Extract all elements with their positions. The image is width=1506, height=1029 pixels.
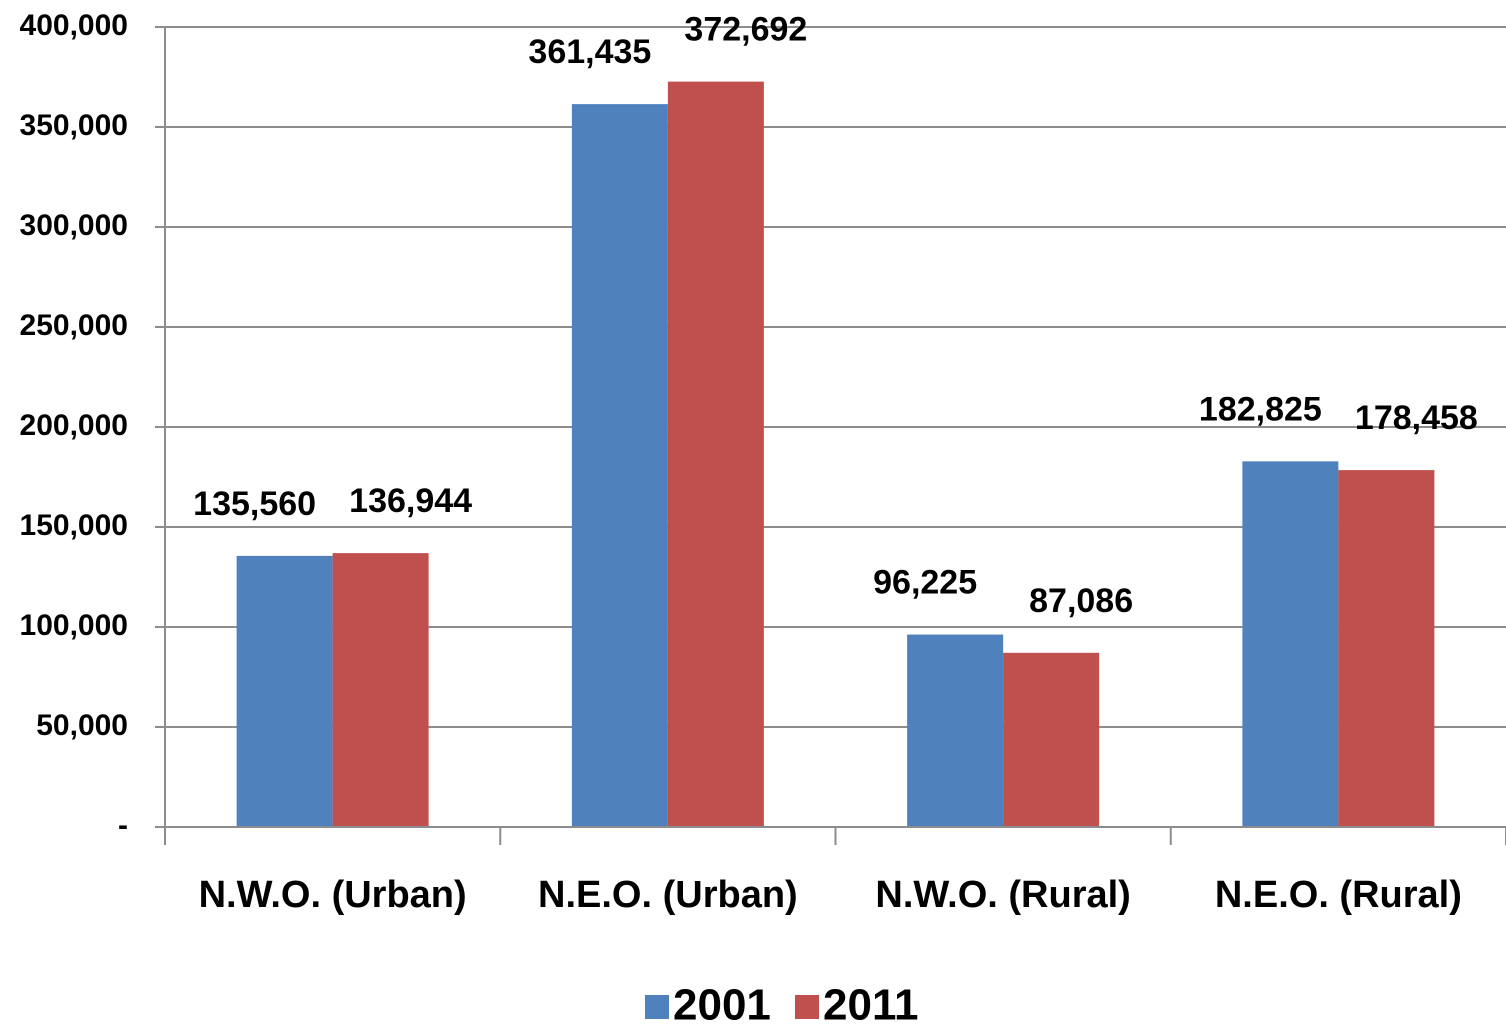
x-tick-label: N.W.O. (Urban)	[199, 874, 467, 916]
legend-swatch	[645, 995, 669, 1019]
data-label: 361,435	[528, 33, 651, 71]
legend-label: 2001	[673, 981, 771, 1029]
x-tick-label: N.E.O. (Rural)	[1215, 874, 1462, 916]
data-label: 135,560	[193, 485, 316, 523]
bar	[332, 553, 429, 827]
bar	[1338, 470, 1435, 827]
y-tick-label: 200,000	[20, 409, 128, 442]
bar	[667, 81, 764, 828]
y-tick-label: 400,000	[20, 9, 128, 42]
x-tick-label: N.E.O. (Urban)	[538, 874, 798, 916]
data-label: 178,458	[1355, 399, 1478, 437]
y-tick-label: 50,000	[36, 709, 128, 742]
bar	[236, 555, 333, 827]
bar	[1003, 652, 1100, 827]
y-tick-label: 150,000	[20, 509, 128, 542]
y-tick-label: 100,000	[20, 609, 128, 642]
legend-label: 2011	[823, 981, 918, 1029]
data-label: 136,944	[349, 482, 472, 520]
y-tick-label: 350,000	[20, 109, 128, 142]
legend-swatch	[795, 995, 819, 1019]
bar	[1242, 461, 1339, 827]
y-tick-label: 300,000	[20, 209, 128, 242]
y-tick-label: -	[118, 809, 128, 842]
data-label: 87,086	[1029, 582, 1133, 620]
data-label: 96,225	[873, 564, 977, 602]
x-tick-label: N.W.O. (Rural)	[875, 874, 1130, 916]
bar	[907, 634, 1004, 827]
data-label: 182,825	[1199, 390, 1322, 428]
bar	[571, 104, 668, 827]
data-label: 372,692	[684, 11, 807, 49]
y-tick-label: 250,000	[20, 309, 128, 342]
